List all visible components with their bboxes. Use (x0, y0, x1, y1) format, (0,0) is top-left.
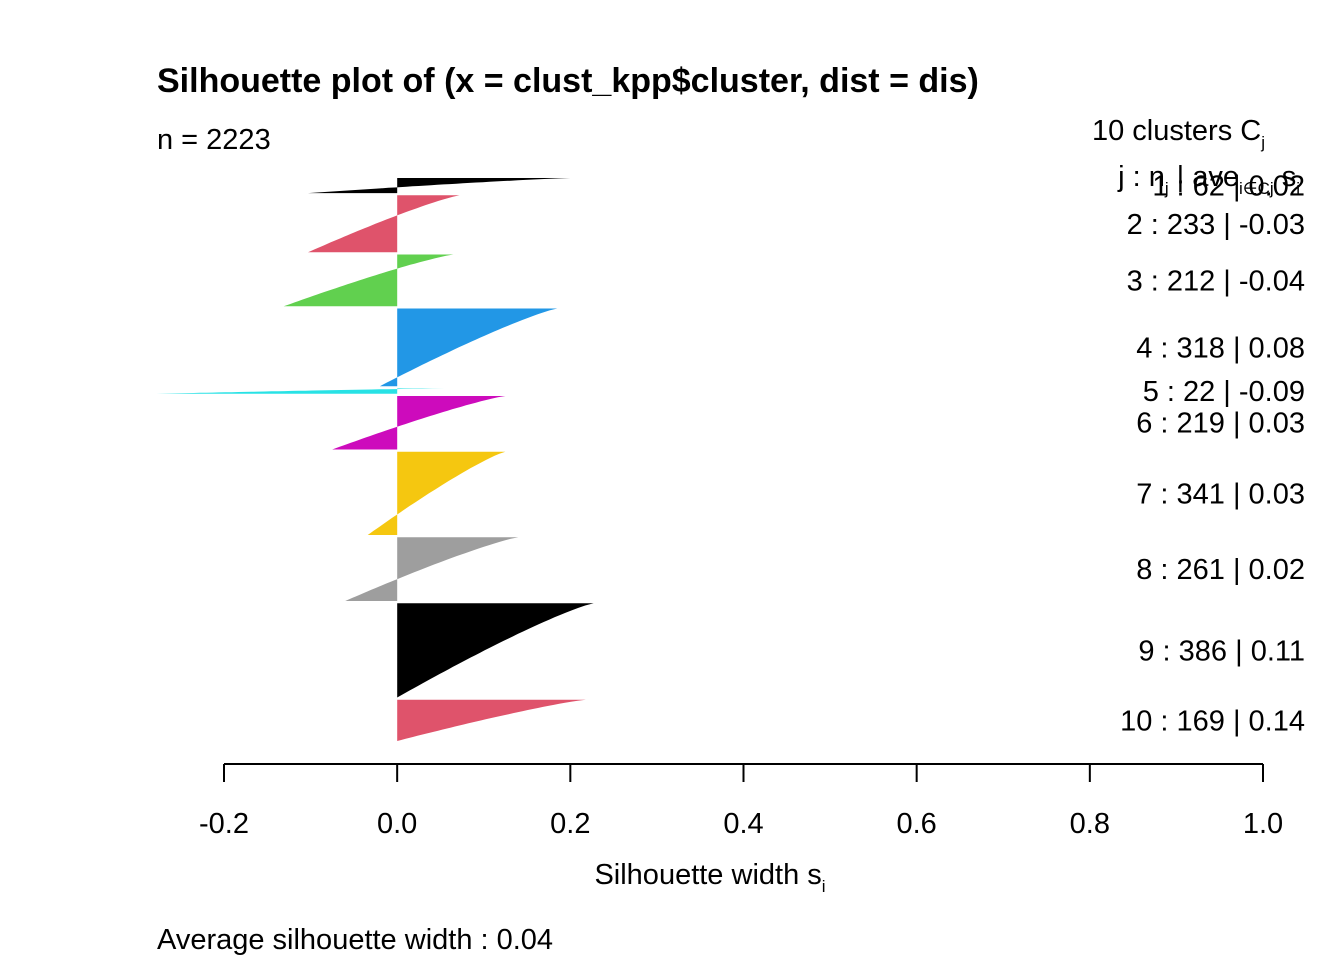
cluster-labels: 1 : 62 | 0.02 2 : 233 | -0.03 3 : 212 | -0… (1120, 171, 1305, 738)
silhouette-bar-cluster-5 (156, 388, 445, 394)
cluster-label-3: 3 : 212 | -0.04 (1127, 265, 1305, 297)
legend-header-line2-end: s (1274, 161, 1297, 193)
silhouette-bar-cluster-7 (367, 451, 506, 535)
cluster-label-2: 2 : 233 | -0.03 (1127, 209, 1305, 241)
silhouette-bar-cluster-4 (379, 308, 558, 387)
x-tick-label-2: 0.2 (550, 808, 590, 840)
cluster-label-7: 7 : 341 | 0.03 (1136, 478, 1305, 510)
legend-header-line2-sub: j (1164, 179, 1169, 198)
cluster-label-5: 5 : 22 | -0.09 (1143, 376, 1305, 408)
x-tick-label-5: 0.8 (1070, 808, 1110, 840)
silhouette-bar-cluster-2 (308, 195, 460, 253)
x-tick-label-1: 0.0 (377, 808, 417, 840)
legend-header-line2-text: j : n (1117, 161, 1165, 193)
legend-header-line1: 10 clusters Cj (1092, 115, 1265, 152)
legend-header-line1-sub: j (1260, 133, 1265, 152)
cluster-label-4: 4 : 318 | 0.08 (1136, 332, 1305, 364)
cluster-label-1: 1 : 62 | 0.02 (1152, 171, 1305, 203)
x-tick-label-0: -0.2 (199, 808, 249, 840)
silhouette-bar-cluster-10 (397, 699, 586, 741)
silhouette-bar-cluster-9 (397, 603, 594, 698)
x-axis-label-text: Silhouette width s (594, 859, 821, 891)
silhouette-bar-cluster-8 (345, 537, 519, 601)
cluster-label-6: 6 : 219 | 0.03 (1136, 408, 1305, 440)
legend-header-line2: j : nj | avei∈Cj si (1117, 161, 1300, 198)
cluster-label-10: 10 : 169 | 0.14 (1120, 705, 1305, 737)
chart-title: Silhouette plot of (x = clust_kpp$cluste… (157, 62, 979, 100)
cluster-label-9: 9 : 386 | 0.11 (1138, 635, 1305, 667)
n-label: n = 2223 (157, 124, 271, 156)
legend-header-line1-text: 10 clusters C (1092, 115, 1261, 147)
silhouette-bar-cluster-1 (308, 178, 571, 194)
x-tick-label-3: 0.4 (723, 808, 763, 840)
x-tick-label-6: 1.0 (1243, 808, 1283, 840)
average-width-footer: Average silhouette width : 0.04 (157, 924, 553, 956)
legend-header-line2-sub2: i∈Cj (1239, 179, 1274, 198)
x-axis-label-sub: i (822, 877, 826, 896)
legend-header-line2-sub3: i (1296, 179, 1300, 198)
x-axis: -0.2 0.0 0.2 0.4 0.6 0.8 1.0 (199, 763, 1283, 840)
x-tick-label-4: 0.6 (897, 808, 937, 840)
legend-header: 10 clusters Cj j : nj | avei∈Cj si (1092, 115, 1300, 198)
silhouette-bar-cluster-3 (283, 254, 454, 307)
x-axis-label: Silhouette width si (594, 859, 825, 896)
legend-header-line2-mid: | ave (1169, 161, 1239, 193)
silhouette-bars (156, 178, 594, 741)
cluster-label-8: 8 : 261 | 0.02 (1136, 554, 1305, 586)
silhouette-bar-cluster-6 (332, 396, 506, 450)
